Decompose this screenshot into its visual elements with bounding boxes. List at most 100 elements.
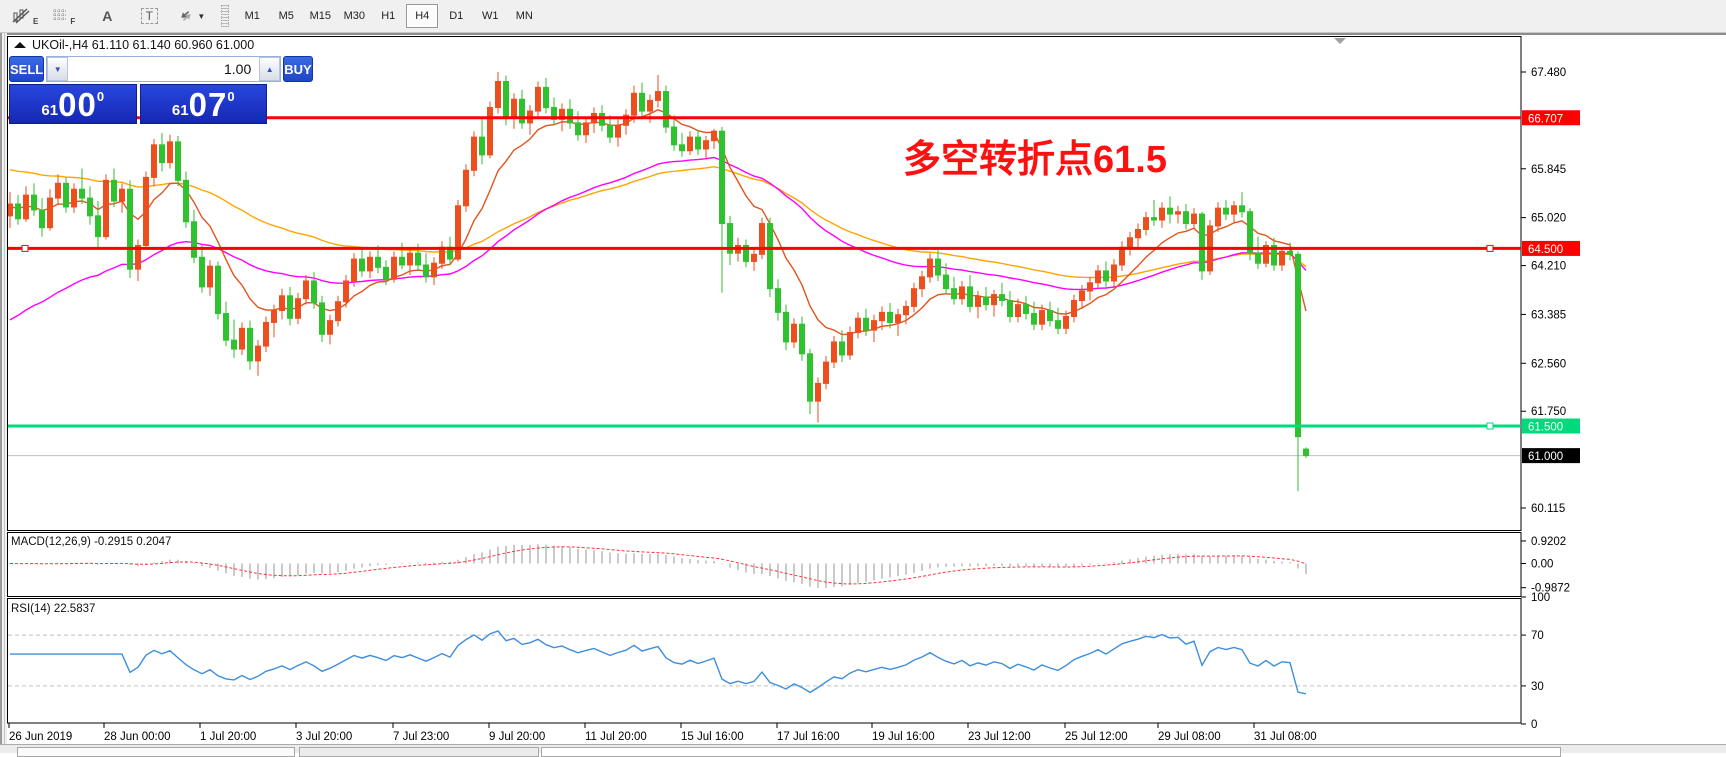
bottom-dock-bar — [0, 744, 1726, 757]
timeframe-mn[interactable]: MN — [515, 10, 533, 22]
line-studies-icon[interactable]: ▼ — [174, 3, 209, 29]
svg-text:7 Jul 23:00: 7 Jul 23:00 — [393, 731, 449, 743]
svg-text:19 Jul 16:00: 19 Jul 16:00 — [872, 731, 935, 743]
line-handle[interactable] — [1486, 244, 1494, 252]
grid-icon[interactable]: F — [46, 3, 80, 29]
price-axis: 67.480 65.845 65.020 64.210 63.385 62.560 61.7… — [1521, 67, 1580, 731]
timeframe-h4[interactable]: H4 — [406, 4, 439, 28]
svg-text:23 Jul 12:00: 23 Jul 12:00 — [968, 731, 1031, 743]
svg-text:29 Jul 08:00: 29 Jul 08:00 — [1158, 731, 1221, 743]
svg-text:17 Jul 16:00: 17 Jul 16:00 — [777, 731, 840, 743]
text-a-glyph: A — [102, 8, 113, 24]
text-box-icon[interactable]: T — [132, 3, 166, 29]
rsi-chart — [8, 630, 1521, 695]
symbol-header: UKOil-,H4 61.110 61.140 60.960 61.000 — [32, 38, 254, 52]
text-t-glyph: T — [140, 8, 159, 24]
price-badge-61.500 — [1522, 418, 1580, 434]
macd-signal-line — [9, 546, 1307, 585]
svg-text:65.020: 65.020 — [1531, 213, 1566, 225]
svg-text:11 Jul 20:00: 11 Jul 20:00 — [585, 731, 647, 743]
timeframe-toolbar: M1 M5 M15 M30 H1 H4 D1 W1 MN — [235, 4, 541, 28]
svg-text:31 Jul 08:00: 31 Jul 08:00 — [1254, 731, 1317, 743]
svg-text:3 Jul 20:00: 3 Jul 20:00 — [296, 731, 352, 743]
timeframe-m15[interactable]: M15 — [309, 10, 331, 22]
svg-text:0: 0 — [1531, 719, 1537, 731]
one-click-trading-panel: SELL ▼ ▲ BUY 61 00 0 61 07 0 — [9, 56, 313, 124]
timeframe-h1[interactable]: H1 — [381, 10, 396, 22]
svg-text:70: 70 — [1531, 630, 1544, 642]
svg-text:9 Jul 20:00: 9 Jul 20:00 — [489, 731, 545, 743]
svg-text:62.560: 62.560 — [1531, 358, 1566, 370]
volume-increase-button[interactable]: ▲ — [259, 57, 281, 81]
svg-text:0.9202: 0.9202 — [1531, 536, 1566, 548]
line-studies-glyph — [181, 11, 192, 21]
collapse-marker-icon[interactable] — [14, 42, 26, 48]
svg-text:-0.9872: -0.9872 — [1531, 583, 1570, 595]
svg-text:0.00: 0.00 — [1531, 559, 1553, 571]
svg-text:26 Jun 2019: 26 Jun 2019 — [9, 731, 72, 743]
price-badge-64.500 — [1522, 240, 1580, 256]
timeframe-d1[interactable]: D1 — [449, 10, 464, 22]
price-chart[interactable] — [8, 72, 1522, 492]
timeframe-w1[interactable]: W1 — [482, 10, 499, 22]
dock-segment[interactable] — [541, 747, 1561, 757]
sell-button[interactable]: SELL — [9, 56, 45, 82]
time-axis: 26 Jun 2019 28 Jun 00:00 1 Jul 20:00 3 Jul … — [8, 723, 1317, 743]
svg-text:100: 100 — [1531, 592, 1550, 604]
candles-group — [8, 72, 1309, 492]
svg-text:64.500: 64.500 — [1528, 244, 1563, 256]
text-label-icon[interactable]: A — [90, 3, 124, 29]
timeframe-m30[interactable]: M30 — [343, 10, 365, 22]
svg-text:15 Jul 16:00: 15 Jul 16:00 — [681, 731, 744, 743]
rsi-line — [10, 630, 1307, 695]
buy-price-pips: 07 — [188, 86, 228, 123]
price-badge-66.707 — [1522, 110, 1580, 126]
grid-glyph — [53, 9, 68, 21]
dock-segment[interactable] — [299, 747, 539, 757]
sell-price-point: 0 — [96, 89, 105, 104]
sell-price-major: 61 — [41, 102, 59, 119]
svg-text:60.115: 60.115 — [1531, 503, 1565, 515]
svg-text:66.707: 66.707 — [1528, 113, 1563, 125]
dropdown-caret-icon[interactable]: ▼ — [197, 11, 206, 21]
ma-fast-line — [9, 109, 1307, 336]
volume-stepper: ▼ ▲ — [46, 56, 282, 82]
svg-text:61.000: 61.000 — [1528, 451, 1563, 463]
annotation-text[interactable]: 多空转折点61.5 — [903, 139, 1167, 181]
svg-text:65.845: 65.845 — [1531, 164, 1566, 176]
icon-sub-f: F — [70, 16, 76, 26]
svg-text:64.210: 64.210 — [1531, 261, 1566, 273]
chart-shift-icon[interactable] — [1334, 38, 1346, 44]
buy-price-major: 61 — [171, 102, 189, 119]
timeframe-m1[interactable]: M1 — [244, 10, 260, 22]
window-left-edge — [0, 33, 7, 745]
macd-label: MACD(12,26,9) -0.2915 0.2047 — [11, 536, 171, 548]
macd-chart — [9, 544, 1307, 588]
svg-text:1 Jul 20:00: 1 Jul 20:00 — [200, 731, 256, 743]
buy-button[interactable]: BUY — [283, 56, 313, 82]
svg-text:61.500: 61.500 — [1528, 422, 1563, 434]
line-handle[interactable] — [1486, 422, 1494, 430]
dock-segment[interactable] — [17, 747, 295, 757]
svg-text:30: 30 — [1531, 681, 1544, 693]
sell-price-pips: 00 — [58, 86, 97, 123]
timeframe-m5[interactable]: M5 — [278, 10, 294, 22]
buy-price-button[interactable]: 61 07 0 — [139, 84, 267, 124]
svg-text:25 Jul 12:00: 25 Jul 12:00 — [1065, 731, 1128, 743]
macd-pane[interactable] — [7, 532, 1522, 597]
rsi-label: RSI(14) 22.5837 — [11, 603, 95, 615]
svg-text:67.480: 67.480 — [1531, 67, 1566, 79]
toolbar: E F A T ▼ M1 M5 M15 M30 H1 H4 D1 W1 MN — [0, 0, 1726, 33]
svg-text:61.750: 61.750 — [1531, 406, 1566, 418]
chart-edit-glyph — [12, 8, 30, 24]
volume-decrease-button[interactable]: ▼ — [47, 57, 69, 81]
price-badge-61.000 — [1522, 448, 1580, 464]
volume-input[interactable] — [68, 57, 260, 81]
svg-text:63.385: 63.385 — [1531, 309, 1566, 321]
toolbar-grip[interactable] — [221, 5, 230, 27]
sell-price-button[interactable]: 61 00 0 — [9, 84, 137, 124]
svg-text:28 Jun 00:00: 28 Jun 00:00 — [104, 731, 171, 743]
line-handle[interactable] — [21, 244, 29, 252]
rsi-pane[interactable] — [7, 598, 1522, 724]
chart-edit-icon[interactable]: E — [8, 3, 42, 29]
